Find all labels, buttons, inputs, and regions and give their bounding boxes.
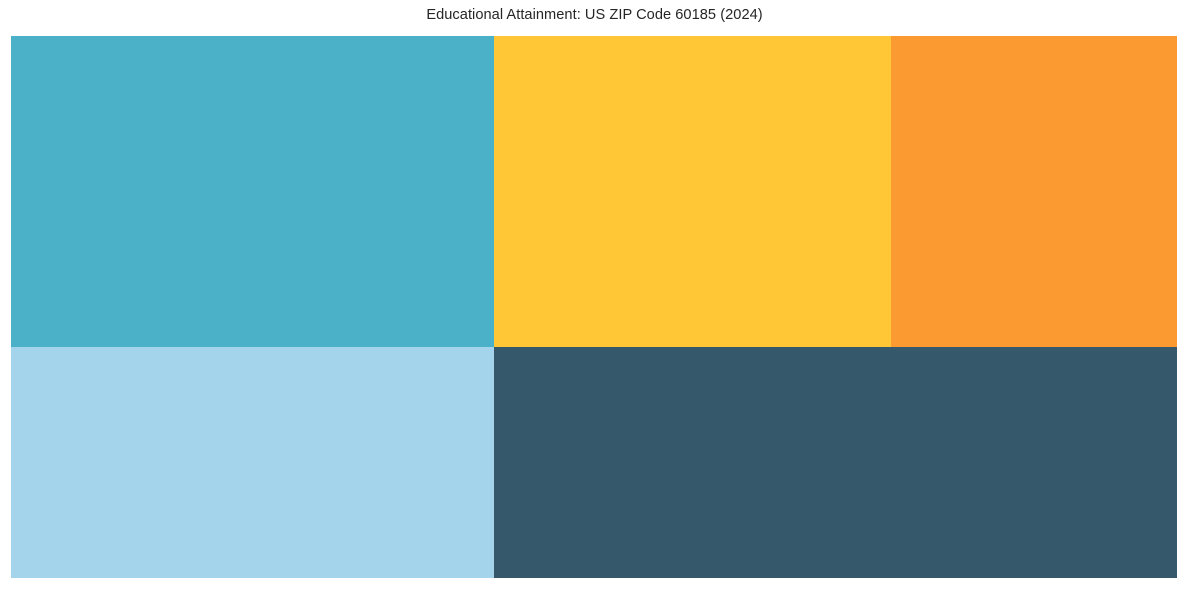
treemap-tile-less-than-high-school[interactable]: Less than High School bbox=[494, 347, 1177, 578]
chart-title: Educational Attainment: US ZIP Code 6018… bbox=[426, 7, 763, 23]
treemap-tile-high-school-graduate[interactable]: High School Graduate bbox=[11, 347, 494, 578]
treemap-tile-some-college-or-associate-degree[interactable]: Some College or Associate Degree bbox=[11, 36, 494, 347]
treemap-plot-area: Some College or Associate Degree Bachelo… bbox=[11, 36, 1177, 578]
treemap-tile-graduate-or-professional-degree[interactable]: Graduate or Professional Degree bbox=[891, 36, 1177, 347]
treemap-tile-bachelors-degree[interactable]: Bachelor's Degree bbox=[494, 36, 891, 347]
